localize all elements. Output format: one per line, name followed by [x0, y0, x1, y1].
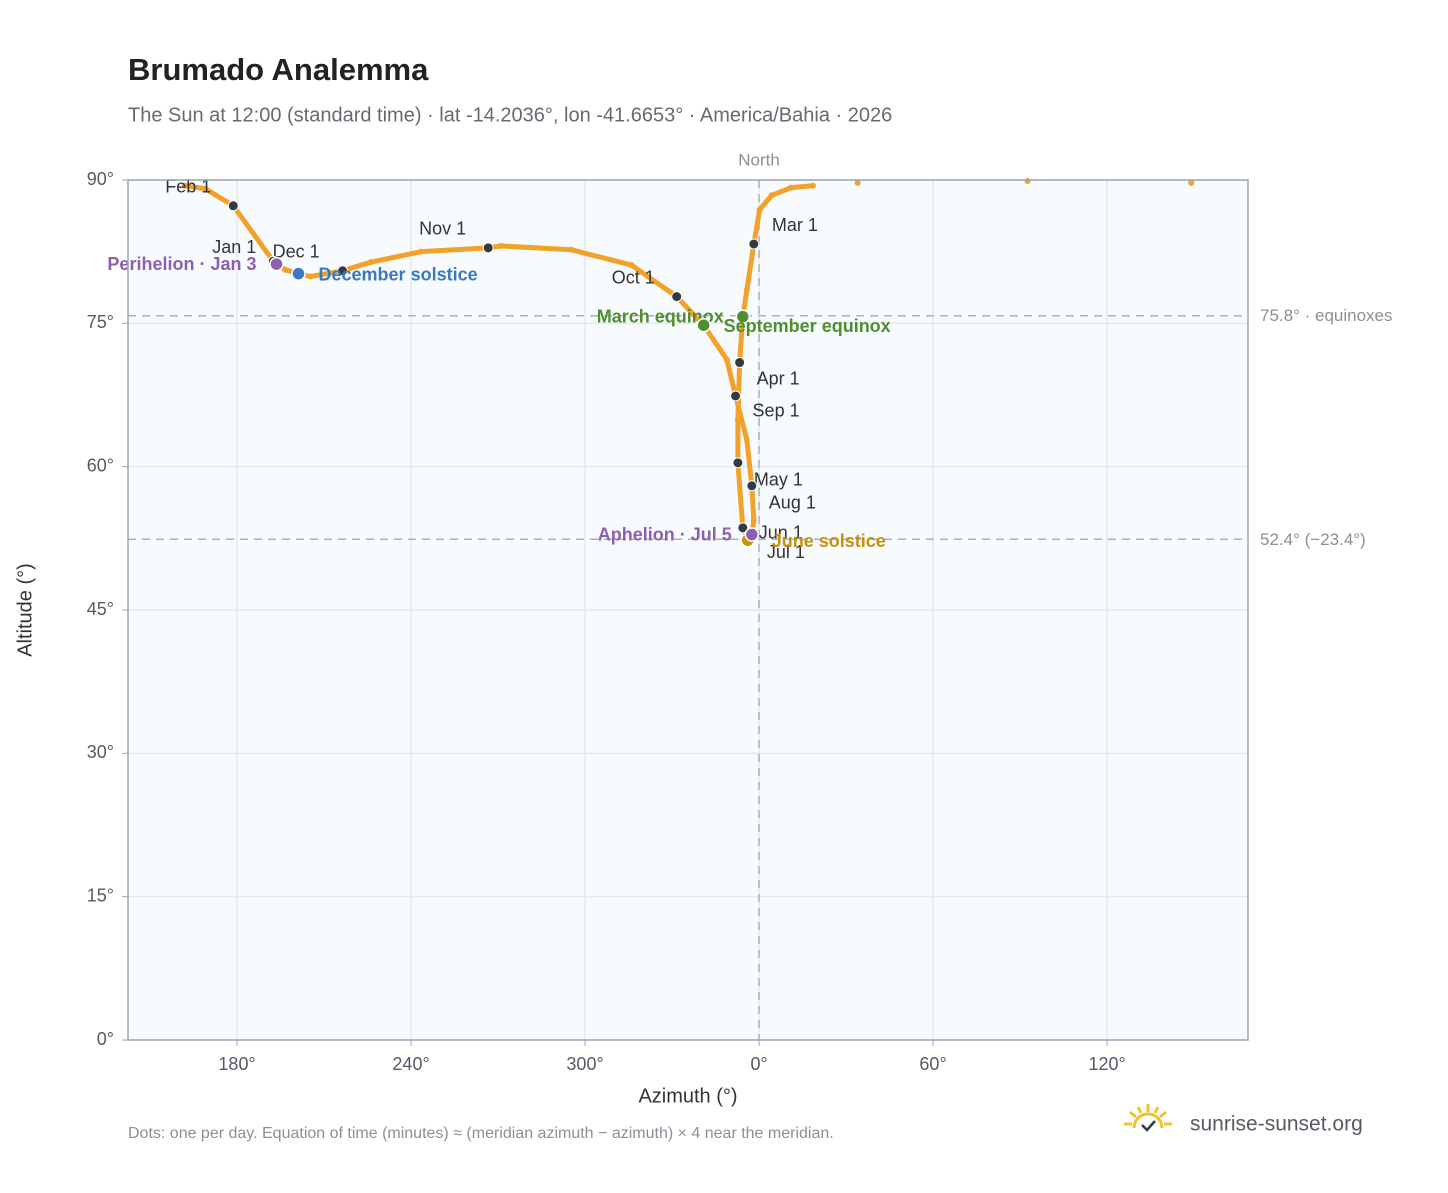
y-tick-label: 0° [97, 1029, 114, 1049]
y-tick-label: 30° [87, 742, 114, 762]
chart-subtitle: The Sun at 12:00 (standard time) · lat -… [128, 104, 892, 126]
day-dot [307, 273, 314, 280]
day-dot [768, 192, 775, 199]
day-dot [628, 262, 635, 269]
y-tick-label: 90° [87, 169, 114, 189]
grid [128, 179, 1248, 1041]
month-label: Aug 1 [769, 493, 816, 513]
day-dot [497, 242, 504, 249]
day-dot [756, 206, 763, 213]
x-axis-title: Azimuth (°) [638, 1085, 737, 1107]
analemma-curve [182, 183, 276, 264]
day-dot [568, 246, 575, 253]
day-dot [181, 182, 188, 189]
month-label: Oct 1 [612, 267, 655, 287]
brand: sunrise-sunset.org [1190, 1113, 1363, 1136]
event-dot [744, 527, 760, 542]
chart-title: Brumado Analemma [128, 52, 429, 87]
analemma-curve [273, 183, 816, 543]
month-dot [748, 238, 760, 250]
day-dot [734, 416, 741, 423]
day-dot [1188, 179, 1195, 186]
day-dot [743, 436, 750, 443]
event-dot [269, 256, 284, 272]
x-tick-label: 60° [919, 1054, 946, 1074]
month-dot [482, 242, 494, 254]
event-label: June solstice [772, 531, 886, 551]
month-dot [671, 291, 683, 303]
footnote: Dots: one per day. Equation of time (min… [128, 1125, 834, 1142]
event-dot [291, 266, 306, 281]
y-axis-title: Altitude (°) [14, 563, 36, 657]
month-dot [730, 390, 742, 402]
reference-label: 75.8° · equinoxes [1260, 306, 1393, 325]
month-dot [337, 265, 349, 277]
event-dot [735, 309, 751, 324]
day-dot [202, 185, 209, 192]
y-tick-label: 75° [87, 312, 114, 332]
day-dot [367, 259, 374, 266]
day-dot [417, 248, 424, 255]
x-tick-label: 0° [750, 1054, 767, 1074]
day-dot [750, 517, 757, 524]
day-dot [723, 356, 730, 363]
event-label: December solstice [319, 264, 478, 284]
event-label: September equinox [724, 316, 891, 336]
day-dot [282, 266, 289, 273]
day-dot [854, 179, 861, 186]
y-tick-label: 60° [87, 455, 114, 475]
month-label: May 1 [754, 470, 803, 490]
month-label: Dec 1 [273, 242, 320, 262]
x-tick-label: 120° [1088, 1054, 1125, 1074]
month-label: Mar 1 [772, 215, 818, 235]
day-dot [1024, 177, 1031, 184]
month-label: Jul 1 [767, 542, 805, 562]
event-label: March equinox [597, 306, 724, 326]
month-dot [734, 357, 746, 369]
event-label: Aphelion · Jul 5 [598, 524, 732, 544]
day-dot [809, 182, 816, 189]
day-dot [743, 286, 750, 293]
y-tick-label: 45° [87, 599, 114, 619]
month-label: Nov 1 [419, 219, 466, 239]
month-label: Apr 1 [757, 368, 800, 388]
logo-icon [1124, 1104, 1172, 1132]
month-dot [746, 480, 758, 492]
y-tick-label: 15° [87, 885, 114, 905]
month-label: Jun 1 [759, 523, 803, 543]
reference-label: 52.4° (−23.4°) [1260, 530, 1366, 549]
month-label: Feb 1 [165, 177, 211, 197]
day-dot [787, 184, 794, 191]
x-tick-label: 240° [392, 1054, 429, 1074]
month-dot [732, 457, 744, 469]
month-label: Sep 1 [753, 401, 800, 421]
event-label: Perihelion · Jan 3 [107, 254, 256, 274]
month-label: Jan 1 [212, 237, 256, 257]
x-tick-label: 300° [566, 1054, 603, 1074]
event-dot [696, 317, 711, 333]
meridian-label: North [738, 150, 780, 169]
month-dot [737, 522, 749, 534]
month-dot [227, 200, 239, 212]
x-tick-label: 180° [218, 1054, 255, 1074]
